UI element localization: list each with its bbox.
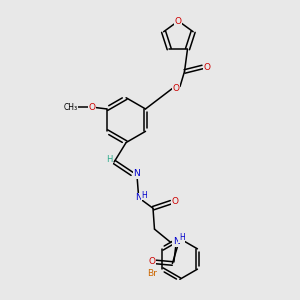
Text: N: N bbox=[173, 237, 180, 246]
Text: Br: Br bbox=[147, 269, 157, 278]
Text: H: H bbox=[106, 155, 112, 164]
Text: CH₃: CH₃ bbox=[64, 103, 78, 112]
Text: O: O bbox=[88, 103, 95, 112]
Text: O: O bbox=[172, 84, 179, 93]
Text: N: N bbox=[135, 193, 142, 202]
Text: O: O bbox=[148, 257, 155, 266]
Text: O: O bbox=[172, 197, 178, 206]
Text: N: N bbox=[134, 169, 140, 178]
Text: O: O bbox=[175, 16, 182, 26]
Text: O: O bbox=[203, 62, 210, 71]
Text: H: H bbox=[179, 233, 184, 242]
Text: H: H bbox=[142, 190, 147, 200]
